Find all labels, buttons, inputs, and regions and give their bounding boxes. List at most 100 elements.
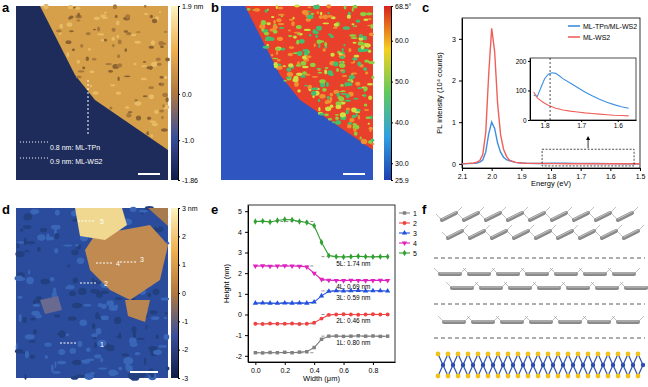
texture <box>304 85 308 87</box>
marker <box>304 300 309 305</box>
texture <box>31 311 40 316</box>
texture <box>57 361 66 365</box>
texture <box>342 75 347 77</box>
texture <box>345 82 347 87</box>
texture <box>106 300 113 306</box>
texture <box>135 352 141 355</box>
molecule <box>469 272 489 276</box>
texture <box>351 80 354 82</box>
molecule-highlight <box>624 230 638 237</box>
profile-line <box>120 262 136 263</box>
texture <box>297 89 301 92</box>
side-chain <box>522 316 528 322</box>
layer-separator <box>434 338 645 339</box>
tick: 0.0 <box>178 91 192 98</box>
texture <box>118 40 122 45</box>
texture <box>330 97 333 102</box>
layer-separator <box>434 258 645 259</box>
molecule-highlight <box>531 321 551 322</box>
molecule <box>602 231 616 238</box>
sulfur-atom <box>636 374 641 379</box>
y-axis-title: PL intensity (10⁴ counts) <box>435 52 444 134</box>
texture <box>78 341 83 348</box>
marker <box>356 253 360 259</box>
marker <box>260 300 265 305</box>
molecule-highlight <box>448 230 462 237</box>
texture <box>288 63 293 67</box>
texture <box>116 335 121 338</box>
texture <box>361 45 365 50</box>
side-chain <box>588 282 594 288</box>
side-chain <box>458 214 464 220</box>
tick: 0 <box>523 117 530 124</box>
texture <box>128 373 136 380</box>
texture <box>354 132 358 136</box>
side-chain <box>472 282 478 288</box>
texture <box>318 44 320 49</box>
marker <box>364 334 367 337</box>
texture <box>359 34 363 38</box>
tungsten-atom <box>471 363 475 367</box>
texture <box>76 246 81 249</box>
marker <box>312 346 315 349</box>
texture <box>319 113 324 116</box>
side-chain <box>506 225 512 231</box>
molecule-highlight <box>626 287 646 288</box>
texture <box>26 277 34 284</box>
molecule-highlight <box>492 230 506 237</box>
marker <box>371 312 375 316</box>
tick-label: 0.0 <box>182 91 192 98</box>
tick-label: 68.5° <box>395 3 412 10</box>
sulfur-atom <box>476 374 481 379</box>
tick-mark <box>245 356 248 357</box>
tick: 25.9 <box>391 177 409 184</box>
texture <box>92 323 96 329</box>
legend-swatch <box>568 25 580 27</box>
side-chain <box>610 207 616 213</box>
tick-mark <box>178 350 180 351</box>
series-line <box>255 219 387 257</box>
side-chain <box>446 282 452 288</box>
texture <box>72 303 82 308</box>
texture <box>96 328 102 335</box>
tick: -3 <box>178 375 188 382</box>
tick-label: 0.8 <box>369 367 379 374</box>
marker <box>378 253 382 259</box>
sulfur-atom <box>446 374 451 379</box>
texture <box>161 43 167 45</box>
tick-mark <box>255 362 256 365</box>
tick-mark <box>521 168 522 171</box>
tick: 1.6 <box>606 168 616 180</box>
tick-label: 0 <box>182 290 186 297</box>
texture <box>267 8 269 10</box>
texture <box>114 317 121 324</box>
axis-line <box>391 7 392 181</box>
tick: 60.0 <box>391 37 409 44</box>
tick: -1 <box>236 332 248 339</box>
marker <box>297 265 302 270</box>
texture <box>163 105 169 109</box>
tick: 5 <box>238 208 248 215</box>
texture <box>116 21 119 26</box>
marker <box>371 334 374 337</box>
marker <box>371 254 375 260</box>
tungsten-atom <box>511 363 515 367</box>
tick: 3 <box>452 36 462 43</box>
tick-label: 3 nm <box>182 205 198 212</box>
marker <box>275 264 280 269</box>
legend-label: ML-TPn/ML-WS2 <box>583 23 637 30</box>
molecule-highlight <box>536 230 550 237</box>
texture <box>166 97 169 102</box>
texture <box>94 280 99 284</box>
texture <box>348 122 352 125</box>
tungsten-atom <box>521 363 525 367</box>
side-chain <box>504 282 510 288</box>
texture <box>277 59 281 62</box>
texture <box>165 312 168 316</box>
texture <box>324 70 327 75</box>
texture <box>313 5 320 10</box>
colorbar <box>384 6 391 180</box>
texture <box>145 325 147 330</box>
tick-label: 100 <box>516 87 527 94</box>
profile-line <box>88 80 89 134</box>
